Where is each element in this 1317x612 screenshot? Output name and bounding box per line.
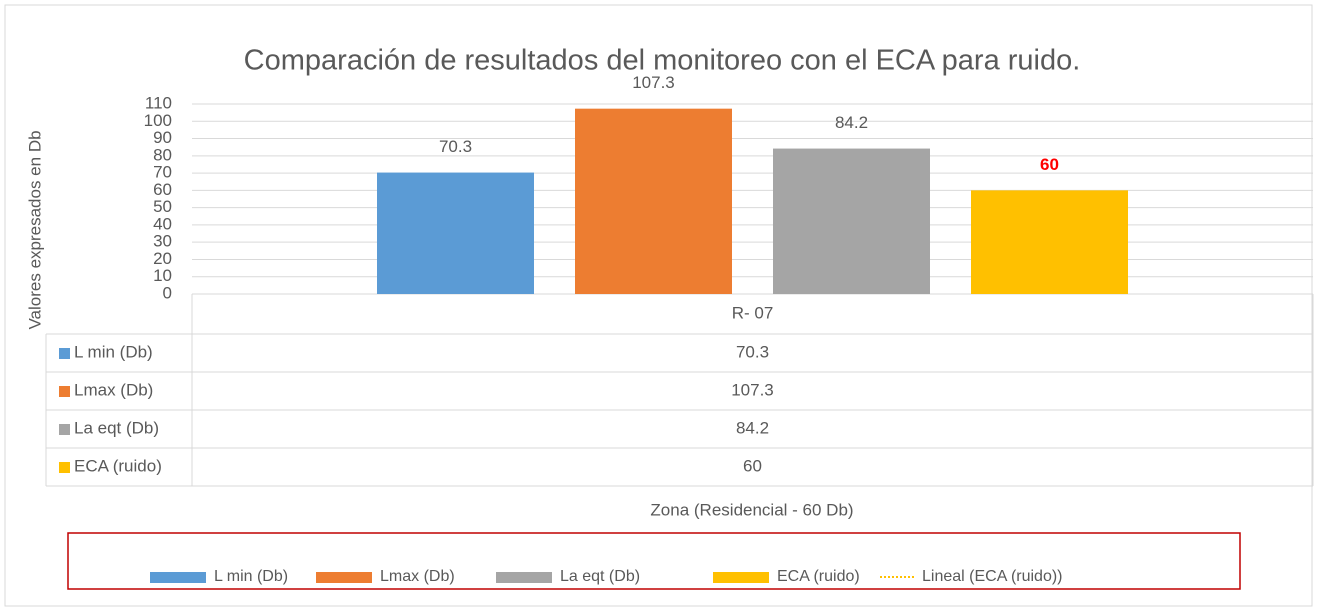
table-row-label: ECA (ruido) — [74, 456, 162, 475]
data-label: 60 — [1040, 155, 1059, 174]
legend-label: L min (Db) — [214, 568, 288, 585]
table-cell: 84.2 — [736, 418, 769, 437]
y-tick-label: 30 — [153, 232, 172, 251]
bar — [971, 190, 1128, 294]
y-tick-label: 50 — [153, 197, 172, 216]
y-tick-label: 0 — [163, 283, 172, 302]
bar — [575, 108, 732, 294]
data-label: 107.3 — [632, 73, 675, 92]
y-axis-title: Valores expresados en Db — [25, 130, 44, 329]
legend-label: ECA (ruido) — [777, 568, 860, 585]
legend-swatch — [713, 572, 769, 583]
y-tick-label: 40 — [153, 214, 172, 233]
table-row-label: Lmax (Db) — [74, 380, 153, 399]
bar — [377, 172, 534, 294]
y-tick-label: 70 — [153, 163, 172, 182]
legend-swatch — [496, 572, 552, 583]
table-row-label: L min (Db) — [74, 342, 153, 361]
y-tick-label: 60 — [153, 180, 172, 199]
chart-title: Comparación de resultados del monitoreo … — [244, 45, 1081, 77]
legend-swatch — [150, 572, 206, 583]
y-tick-label: 100 — [144, 111, 172, 130]
table-cell: 107.3 — [731, 380, 774, 399]
legend-box — [67, 532, 1241, 590]
table-header: R- 07 — [732, 303, 774, 322]
data-label: 84.2 — [835, 113, 868, 132]
legend-label: Lmax (Db) — [380, 568, 455, 585]
table-legend-key — [59, 386, 70, 397]
table-cell: 70.3 — [736, 342, 769, 361]
legend-swatch — [316, 572, 372, 583]
table-legend-key — [59, 462, 70, 473]
y-tick-label: 90 — [153, 128, 172, 147]
table-cell: 60 — [743, 456, 762, 475]
bar — [773, 148, 930, 294]
x-axis-title: Zona (Residencial - 60 Db) — [650, 500, 853, 519]
legend-label: Lineal (ECA (ruido)) — [922, 568, 1063, 585]
y-tick-label: 10 — [153, 266, 172, 285]
chart-frame — [4, 4, 1313, 607]
data-label: 70.3 — [439, 137, 472, 156]
legend-label: La eqt (Db) — [560, 568, 640, 585]
table-row-label: La eqt (Db) — [74, 418, 159, 437]
y-tick-label: 80 — [153, 145, 172, 164]
y-tick-label: 110 — [145, 93, 172, 112]
table-legend-key — [59, 348, 70, 359]
table-legend-key — [59, 424, 70, 435]
y-tick-label: 20 — [153, 249, 172, 268]
